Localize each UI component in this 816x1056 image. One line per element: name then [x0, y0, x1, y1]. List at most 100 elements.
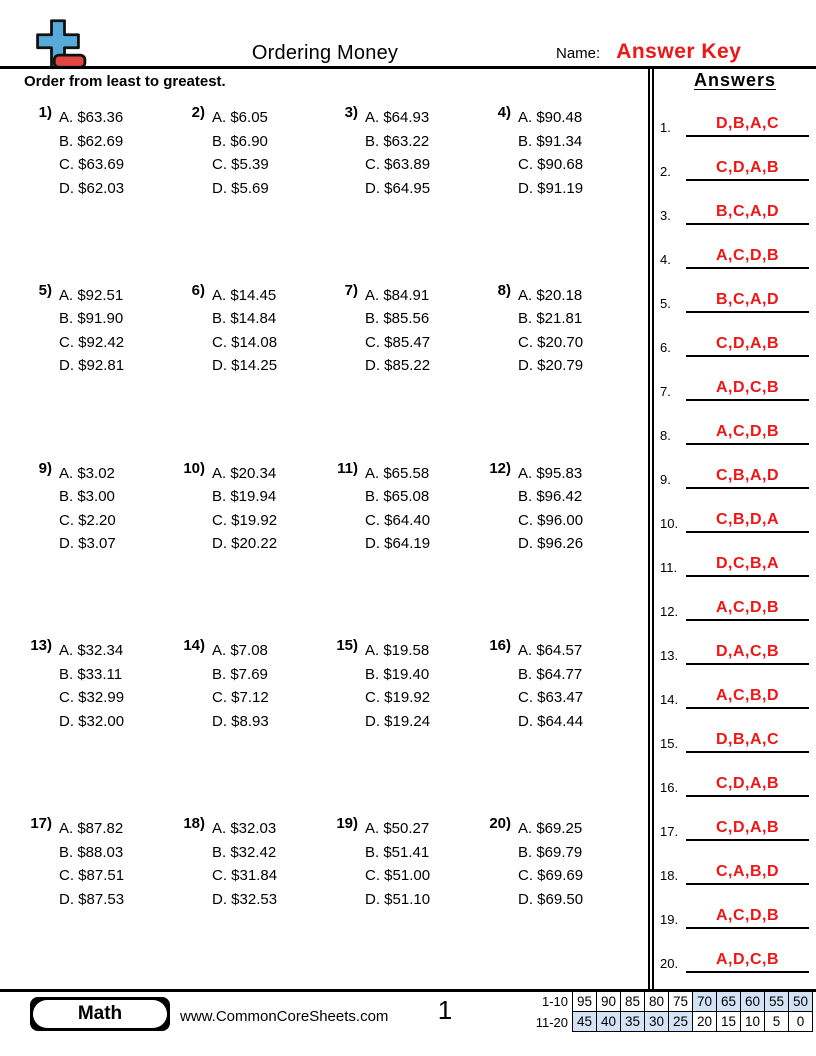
option-line: C. $96.00	[518, 511, 584, 529]
answer-value: C,B,A,D	[715, 467, 780, 484]
problem-options: A. $7.08 B. $7.69 C. $7.12 D. $8.93	[212, 639, 269, 733]
problem-number: 11)	[337, 459, 358, 477]
option-line: B. $3.00	[59, 488, 115, 505]
option-line: A. $95.83	[518, 464, 583, 482]
problem-number: 1)	[38, 104, 52, 121]
problem-cell: 5) A. $92.51 B. $91.90 C. $92.42 D. $92.81	[26, 282, 179, 378]
answer-blank-line	[686, 399, 809, 401]
option-line: A. $84.91	[365, 286, 430, 304]
score-cell: 75	[668, 991, 693, 1012]
answer-blank-line	[686, 179, 809, 181]
problem-number: 6)	[191, 281, 205, 299]
name-row: Name: Answer Key	[556, 40, 741, 64]
problem-number: 3)	[344, 104, 358, 121]
score-cell: 5	[764, 1011, 789, 1032]
option-line: C. $7.12	[212, 689, 269, 707]
option-line: D. $20.79	[518, 357, 584, 375]
problem-number: 17)	[30, 815, 52, 832]
problem-cell: 14) A. $7.08 B. $7.69 C. $7.12 D. $8.93	[179, 637, 332, 733]
problem-number: 10)	[183, 459, 205, 477]
option-line: B. $69.79	[518, 843, 583, 861]
score-cell: 20	[692, 1011, 717, 1032]
option-line: C. $63.47	[518, 689, 584, 707]
score-cell: 60	[740, 991, 765, 1012]
answer-value: C,D,A,B	[715, 819, 780, 836]
answer-blank-line	[686, 927, 809, 929]
option-line: D. $85.22	[365, 357, 431, 375]
option-line: D. $64.44	[518, 712, 584, 730]
problem-cell: 20) A. $69.25 B. $69.79 C. $69.69 D. $69.50	[485, 815, 638, 911]
option-line: A. $92.51	[59, 286, 124, 304]
option-line: A. $64.57	[518, 642, 583, 660]
score-cell: 80	[644, 991, 669, 1012]
option-line: B. $32.42	[212, 843, 277, 861]
page-number: 1	[437, 995, 453, 1025]
answer-number: 7.	[660, 384, 671, 399]
problem-options: A. $84.91 B. $85.56 C. $85.47 D. $85.22	[365, 284, 430, 378]
answer-value: A,D,C,B	[715, 951, 780, 968]
problem-cell: 8) A. $20.18 B. $21.81 C. $20.70 D. $20.79	[485, 282, 638, 378]
score-cell: 70	[692, 991, 717, 1012]
footer-rule	[0, 989, 816, 992]
problem-number: 4)	[497, 104, 511, 121]
option-line: D. $3.07	[59, 535, 116, 552]
answer-value: C,D,A,B	[715, 775, 780, 792]
problem-number: 12)	[489, 459, 511, 477]
option-line: A. $63.36	[59, 109, 124, 126]
option-line: C. $51.00	[365, 867, 431, 884]
answer-row: 15. D,B,A,C	[656, 716, 814, 760]
problem-options: A. $90.48 B. $91.34 C. $90.68 D. $91.19	[518, 106, 583, 200]
option-line: D. $32.00	[59, 712, 125, 730]
option-line: B. $6.90	[212, 132, 268, 150]
option-line: A. $69.25	[518, 820, 583, 837]
answer-value: A,C,B,D	[715, 687, 780, 704]
problem-options: A. $92.51 B. $91.90 C. $92.42 D. $92.81	[59, 284, 124, 378]
problems-grid: 1) A. $63.36 B. $62.69 C. $63.69 D. $62.03 …	[26, 104, 638, 911]
answer-number: 13.	[660, 648, 679, 663]
problem-cell: 7) A. $84.91 B. $85.56 C. $85.47 D. $85.22	[332, 282, 485, 378]
score-row-label: 11-20	[535, 1015, 568, 1030]
option-line: C. $63.69	[59, 156, 125, 173]
option-line: A. $7.08	[212, 642, 268, 660]
option-line: B. $21.81	[518, 310, 583, 328]
problem-options: A. $95.83 B. $96.42 C. $96.00 D. $96.26	[518, 462, 583, 556]
problem-cell: 4) A. $90.48 B. $91.34 C. $90.68 D. $91.19	[485, 104, 638, 200]
answer-blank-line	[686, 751, 809, 753]
answer-row: 18. C,A,B,D	[656, 848, 814, 892]
page-title: Ordering Money	[251, 42, 399, 64]
answer-value: D,C,B,A	[715, 555, 780, 572]
answer-row: 7. A,D,C,B	[656, 364, 814, 408]
option-line: D. $69.50	[518, 890, 584, 908]
option-line: D. $5.69	[212, 179, 269, 197]
problem-cell: 13) A. $32.34 B. $33.11 C. $32.99 D. $32.00	[26, 637, 179, 733]
option-line: D. $64.19	[365, 535, 431, 552]
answer-value: D,A,C,B	[715, 643, 780, 660]
problem-number: 9)	[38, 459, 52, 477]
score-cell: 25	[668, 1011, 693, 1032]
option-line: A. $32.03	[212, 820, 277, 837]
score-table: 1-10 95 90 85 80 75 70 65 60 55 50 11-20 45 40 35 30 25 2…	[527, 991, 813, 1033]
answer-row: 12. A,C,D,B	[656, 584, 814, 628]
answer-value: D,B,A,C	[715, 731, 780, 748]
option-line: C. $32.99	[59, 689, 125, 707]
problem-cell: 1) A. $63.36 B. $62.69 C. $63.69 D. $62.03	[26, 104, 179, 200]
option-line: B. $91.34	[518, 132, 583, 150]
answer-value: D,B,A,C	[715, 115, 780, 132]
score-cell: 10	[740, 1011, 765, 1032]
problem-options: A. $64.57 B. $64.77 C. $63.47 D. $64.44	[518, 639, 583, 733]
option-line: B. $88.03	[59, 843, 124, 861]
option-line: B. $62.69	[59, 132, 124, 150]
option-line: C. $64.40	[365, 511, 431, 529]
website-link[interactable]: www.CommonCoreSheets.com	[180, 1008, 389, 1025]
option-line: D. $87.53	[59, 890, 125, 908]
answer-number: 12.	[660, 604, 679, 619]
answer-number: 8.	[660, 428, 671, 443]
answer-row: 2. C,D,A,B	[656, 144, 814, 188]
option-line: D. $20.22	[212, 535, 278, 552]
option-line: B. $51.41	[365, 843, 430, 861]
score-cell: 55	[764, 991, 789, 1012]
answer-row: 9. C,B,A,D	[656, 452, 814, 496]
problem-number: 13)	[30, 637, 52, 655]
option-line: D. $91.19	[518, 179, 584, 197]
